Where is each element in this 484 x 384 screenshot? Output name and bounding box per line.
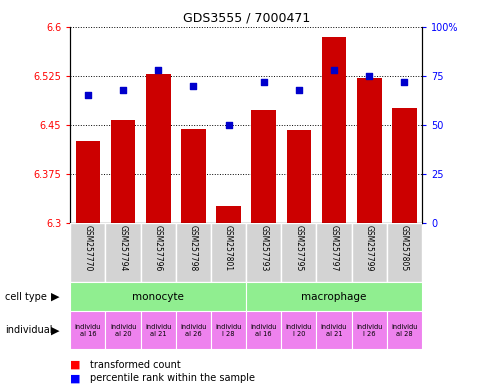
Bar xyxy=(211,311,245,349)
Bar xyxy=(140,311,175,349)
Bar xyxy=(181,129,205,223)
Bar xyxy=(391,108,416,223)
Bar xyxy=(286,130,311,223)
Bar xyxy=(316,223,351,282)
Point xyxy=(330,67,337,73)
Bar xyxy=(245,311,281,349)
Text: ▶: ▶ xyxy=(51,291,60,302)
Text: cell type: cell type xyxy=(5,291,46,302)
Bar xyxy=(386,311,421,349)
Text: ▶: ▶ xyxy=(51,325,60,335)
Text: individu
l 20: individu l 20 xyxy=(285,324,311,337)
Text: individu
al 16: individu al 16 xyxy=(250,324,276,337)
Text: individu
al 21: individu al 21 xyxy=(320,324,347,337)
Text: GSM257796: GSM257796 xyxy=(153,225,163,271)
Point xyxy=(154,67,162,73)
Text: individu
al 26: individu al 26 xyxy=(180,324,206,337)
Bar xyxy=(316,311,351,349)
Text: GSM257805: GSM257805 xyxy=(399,225,408,271)
Title: GDS3555 / 7000471: GDS3555 / 7000471 xyxy=(182,11,309,24)
Point xyxy=(294,86,302,93)
Text: GSM257798: GSM257798 xyxy=(188,225,197,271)
Bar xyxy=(386,223,421,282)
Bar xyxy=(105,223,140,282)
Text: ■: ■ xyxy=(70,373,81,383)
Point xyxy=(119,86,127,93)
Text: GSM257801: GSM257801 xyxy=(224,225,233,271)
Bar xyxy=(245,282,421,311)
Text: individu
l 26: individu l 26 xyxy=(355,324,381,337)
Bar xyxy=(175,311,211,349)
Text: GSM257794: GSM257794 xyxy=(118,225,127,271)
Text: GSM257797: GSM257797 xyxy=(329,225,338,271)
Bar xyxy=(281,311,316,349)
Bar xyxy=(356,78,381,223)
Text: individu
al 21: individu al 21 xyxy=(145,324,171,337)
Bar xyxy=(70,311,105,349)
Text: individu
al 16: individu al 16 xyxy=(75,324,101,337)
Text: GSM257770: GSM257770 xyxy=(83,225,92,271)
Text: ■: ■ xyxy=(70,360,81,370)
Bar xyxy=(351,311,386,349)
Text: transformed count: transformed count xyxy=(90,360,180,370)
Text: individu
al 20: individu al 20 xyxy=(110,324,136,337)
Text: individu
l 28: individu l 28 xyxy=(215,324,241,337)
Text: individual: individual xyxy=(5,325,52,335)
Point xyxy=(364,73,372,79)
Point xyxy=(189,83,197,89)
Text: GSM257793: GSM257793 xyxy=(258,225,268,271)
Bar xyxy=(216,206,241,223)
Bar xyxy=(351,223,386,282)
Bar xyxy=(110,119,135,223)
Bar xyxy=(140,223,175,282)
Bar xyxy=(211,223,245,282)
Bar xyxy=(281,223,316,282)
Bar xyxy=(146,74,170,223)
Text: macrophage: macrophage xyxy=(301,291,366,302)
Bar xyxy=(245,223,281,282)
Bar xyxy=(321,36,346,223)
Bar xyxy=(175,223,211,282)
Point xyxy=(259,79,267,85)
Point xyxy=(400,79,408,85)
Text: GSM257799: GSM257799 xyxy=(364,225,373,271)
Bar xyxy=(70,223,105,282)
Text: percentile rank within the sample: percentile rank within the sample xyxy=(90,373,254,383)
Bar xyxy=(251,111,275,223)
Point xyxy=(224,122,232,128)
Text: GSM257795: GSM257795 xyxy=(294,225,303,271)
Point xyxy=(84,92,91,98)
Bar xyxy=(105,311,140,349)
Bar xyxy=(70,282,245,311)
Text: individu
al 28: individu al 28 xyxy=(391,324,417,337)
Text: monocyte: monocyte xyxy=(132,291,184,302)
Bar xyxy=(76,141,100,223)
